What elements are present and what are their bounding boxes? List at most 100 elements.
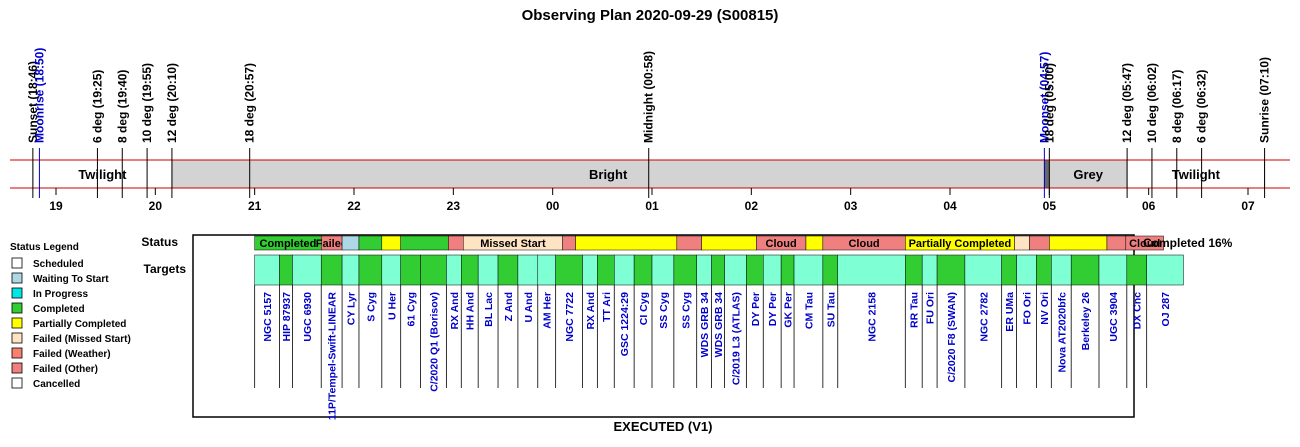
event-label: Moonrise (18:50) <box>32 48 46 143</box>
event-label: Moonset (04:57) <box>1037 52 1051 143</box>
status-row-label: Status <box>141 235 178 249</box>
target-block <box>254 254 280 286</box>
target-block <box>793 254 824 286</box>
sky-band <box>171 159 1045 189</box>
status-segment <box>805 235 824 251</box>
status-segment-label: Cloud <box>848 238 879 250</box>
event-label: 6 deg (06:32) <box>1195 70 1209 143</box>
chart-title: Observing Plan 2020-09-29 (S00815) <box>522 7 779 24</box>
legend-swatch <box>11 362 23 374</box>
target-block <box>1016 254 1037 286</box>
target-row: NGC 5157 HIP 87937 UGC 6930 11P/Tempel-Swif… <box>254 254 1184 420</box>
target-name: DY Per <box>767 292 779 326</box>
target-block <box>1051 254 1072 286</box>
target-name: C/2019 L3 (ATLAS) <box>730 292 742 385</box>
axis-tick-label: 00 <box>546 199 560 213</box>
status-segment <box>1049 235 1108 251</box>
target-block <box>651 254 675 286</box>
target-name: NGC 5157 <box>262 292 274 342</box>
target-name: NV Ori <box>1039 292 1051 325</box>
target-name: RX And <box>449 292 461 330</box>
target-name: 61 Cyg <box>406 292 418 326</box>
status-segment <box>381 235 401 251</box>
event-label: 10 deg (19:55) <box>140 63 154 143</box>
target-block <box>292 254 322 286</box>
sky-band <box>1044 159 1050 189</box>
sky-band-label: Grey <box>1073 167 1103 182</box>
target-block <box>837 254 906 286</box>
event-markers: Sunset (18:46)Moonrise (18:50) 6 deg (19:… <box>26 48 1272 198</box>
axis-tick-label: 07 <box>1241 199 1255 213</box>
target-name: SS Cyg <box>680 292 692 329</box>
target-name: Z And <box>503 292 515 321</box>
event-label: Midnight (00:58) <box>642 51 656 143</box>
target-block <box>633 254 653 286</box>
target-name: CI Cyg <box>638 292 650 325</box>
legend-title: Status Legend <box>10 242 79 253</box>
target-block <box>1001 254 1017 286</box>
status-segment <box>358 235 383 251</box>
legend-label: Partially Completed <box>33 319 126 330</box>
status-segment-label: Cloud <box>1129 238 1160 250</box>
target-block <box>936 254 966 286</box>
target-name: SS Cyg <box>658 292 670 329</box>
target-name: C/2020 Q1 (Borisov) <box>428 292 440 392</box>
target-block <box>597 254 615 286</box>
target-name: AM Her <box>542 292 554 329</box>
legend-label: Failed (Weather) <box>33 349 111 360</box>
target-name: CY Lyr <box>346 292 358 325</box>
target-block <box>446 254 462 286</box>
target-block <box>696 254 712 286</box>
target-block <box>780 254 795 286</box>
event-label: 6 deg (19:25) <box>90 70 104 143</box>
target-name: GK Per <box>783 292 795 328</box>
target-name: DY Per <box>750 292 762 326</box>
target-name: UGC 6930 <box>302 292 314 342</box>
sky-band-label: Twilight <box>78 167 127 182</box>
axis-tick-label: 20 <box>149 199 163 213</box>
target-block <box>381 254 401 286</box>
target-block <box>1146 254 1184 286</box>
event-label: 18 deg (20:57) <box>243 63 257 143</box>
target-name: SU Tau <box>825 292 837 327</box>
target-name: Nova AT2020bfc <box>1056 292 1068 373</box>
target-block <box>537 254 556 286</box>
legend-label: Waiting To Start <box>33 274 109 285</box>
status-segment <box>1014 235 1030 251</box>
target-block <box>497 254 519 286</box>
target-block <box>1070 254 1100 286</box>
legend-label: Cancelled <box>33 379 80 390</box>
legend-swatch <box>11 302 23 314</box>
axis-tick-label: 03 <box>844 199 858 213</box>
target-name: TT Ari <box>601 292 613 322</box>
target-block <box>341 254 360 286</box>
status-segment-label: Completed <box>260 238 317 250</box>
status-segment <box>1106 235 1127 251</box>
target-block <box>711 254 725 286</box>
status-segment-label: Missed Start <box>480 238 546 250</box>
status-segment <box>562 235 576 251</box>
legend-swatch <box>11 377 23 389</box>
legend-swatch <box>11 347 23 359</box>
target-name: ER UMa <box>1004 292 1016 332</box>
sky-condition-bands: Twilight Bright Grey Twilight <box>10 159 1290 189</box>
event-label: 12 deg (05:47) <box>1120 63 1134 143</box>
event-label: 8 deg (19:40) <box>115 70 129 143</box>
completion-percent: Completed 16% <box>1143 236 1233 250</box>
target-block <box>461 254 479 286</box>
status-segment <box>701 235 757 251</box>
target-name: NGC 2782 <box>978 292 990 342</box>
target-name: RX And <box>585 292 597 330</box>
target-block <box>673 254 697 286</box>
target-block <box>1126 254 1147 286</box>
axis-tick-label: 21 <box>248 199 262 213</box>
target-name: UGC 3904 <box>1108 292 1120 342</box>
event-label: Sunset (18:46) <box>26 61 40 143</box>
target-name: WDS GRB 34 <box>713 292 725 358</box>
status-legend: Status Legend Scheduled Waiting To Start I… <box>10 242 131 390</box>
event-label: 10 deg (06:02) <box>1145 63 1159 143</box>
target-block <box>582 254 598 286</box>
target-name: HIP 87937 <box>281 292 293 342</box>
axis-tick-label: 02 <box>745 199 759 213</box>
axis-tick-label: 04 <box>943 199 957 213</box>
